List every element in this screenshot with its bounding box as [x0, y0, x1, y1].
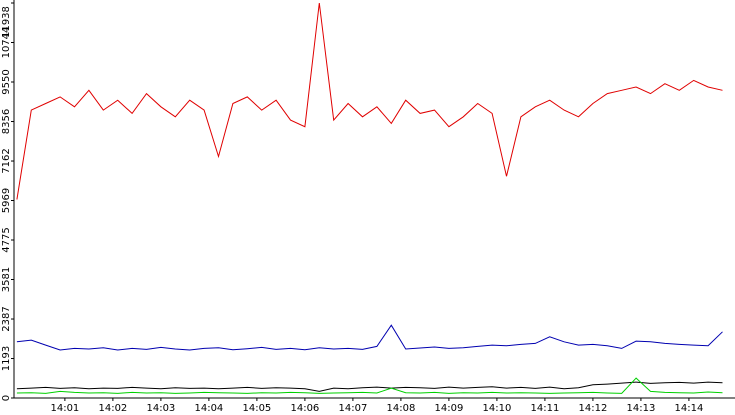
y-tick-label: 4775 — [1, 227, 12, 252]
series-line — [16, 377, 723, 394]
x-tick-label: 14:05 — [242, 403, 271, 414]
x-tick-label: 14:11 — [530, 403, 559, 414]
y-tick-label: 3581 — [1, 267, 12, 292]
x-tick-label: 14:09 — [434, 403, 463, 414]
x-tick-label: 14:14 — [675, 403, 704, 414]
y-tick-label: 8356 — [1, 109, 12, 134]
x-tick-label: 14:03 — [146, 403, 175, 414]
y-tick-label: 0 — [1, 395, 12, 401]
x-tick-label: 14:10 — [482, 403, 511, 414]
x-tick-label: 14:07 — [338, 403, 367, 414]
y-tick-label: 9550 — [1, 69, 12, 94]
series-line — [16, 381, 723, 392]
y-tick-label: 2387 — [1, 306, 12, 331]
series-line — [16, 2, 723, 200]
x-tick-label: 14:12 — [578, 403, 607, 414]
y-tick-label: 11938 — [1, 6, 12, 38]
y-tick-label: 1193 — [1, 346, 12, 371]
y-tick-label: 7162 — [1, 148, 12, 173]
x-tick-label: 14:02 — [98, 403, 127, 414]
x-tick-label: 14:08 — [386, 403, 415, 414]
x-tick-label: 14:01 — [50, 403, 79, 414]
y-tick-label: 5969 — [1, 188, 12, 213]
series-line — [16, 324, 723, 351]
x-tick-label: 14:06 — [290, 403, 319, 414]
x-tick-label: 14:13 — [627, 403, 656, 414]
y-tick-label: 10744 — [1, 27, 12, 59]
x-tick-label: 14:04 — [194, 403, 223, 414]
